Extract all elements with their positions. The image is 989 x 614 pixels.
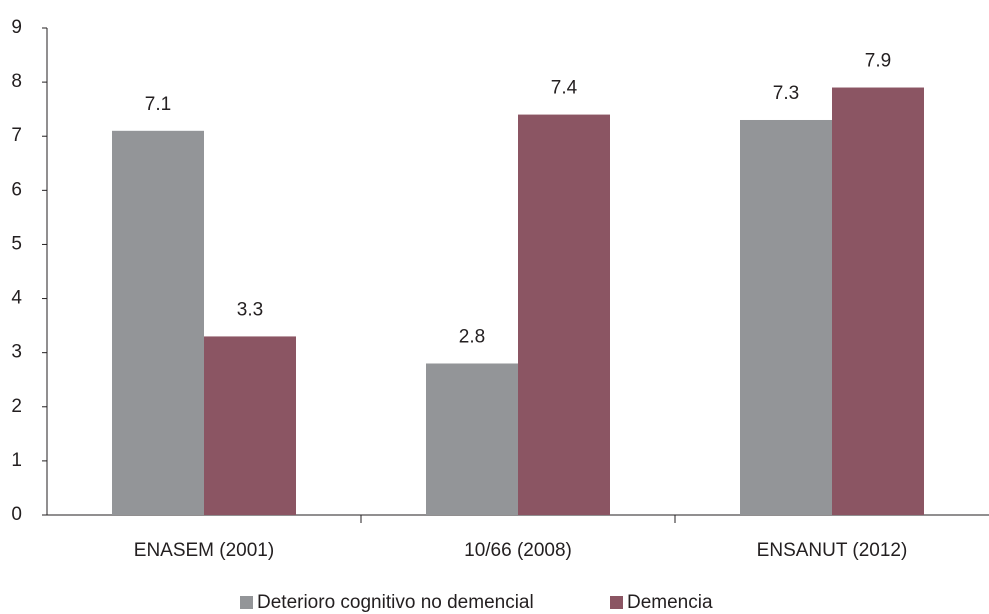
y-tick-label: 8 bbox=[11, 71, 22, 92]
x-tick-label: ENSANUT (2012) bbox=[757, 540, 908, 561]
y-tick-label: 6 bbox=[11, 179, 22, 200]
legend-swatch bbox=[240, 596, 253, 609]
y-tick-label: 2 bbox=[11, 396, 22, 417]
y-tick-label: 3 bbox=[11, 342, 22, 363]
legend-label: Demencia bbox=[627, 592, 713, 613]
x-tick-label: ENASEM (2001) bbox=[134, 540, 274, 561]
bar bbox=[426, 363, 518, 515]
bar bbox=[740, 119, 832, 515]
legend-label: Deterioro cognitivo no demencial bbox=[257, 592, 534, 613]
legend-swatch bbox=[610, 596, 623, 609]
y-tick-label: 7 bbox=[11, 125, 22, 146]
y-tick-label: 5 bbox=[11, 233, 22, 254]
data-label: 3.3 bbox=[237, 299, 263, 320]
y-tick-label: 4 bbox=[11, 288, 22, 309]
x-tick-label: 10/66 (2008) bbox=[464, 540, 572, 561]
data-label: 7.3 bbox=[773, 83, 799, 104]
data-label: 2.8 bbox=[459, 327, 485, 348]
data-label: 7.9 bbox=[865, 51, 891, 72]
bar bbox=[832, 87, 924, 516]
y-tick-label: 1 bbox=[11, 450, 22, 471]
y-tick-label: 0 bbox=[11, 504, 22, 525]
y-tick-label: 9 bbox=[11, 17, 22, 38]
bar bbox=[112, 130, 204, 516]
data-label: 7.4 bbox=[551, 78, 578, 99]
bar bbox=[204, 336, 296, 515]
bar bbox=[518, 114, 610, 516]
data-label: 7.1 bbox=[145, 94, 171, 115]
